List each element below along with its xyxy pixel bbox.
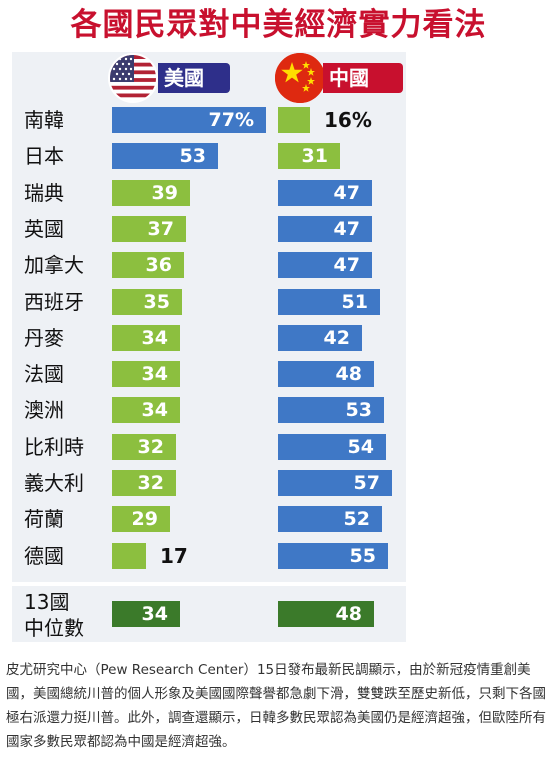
us-bar: 34 [112,325,180,351]
caption-text: 皮尤研究中心（Pew Research Center）15日發布最新民調顯示，由… [6,662,546,750]
us-bar: 29 [112,506,170,532]
cn-bar: 52 [278,506,382,532]
cn-bar: 48 [278,361,374,387]
country-label: 日本 [24,144,64,168]
us-bar: 35 [112,289,182,315]
cn-bar [278,107,310,133]
chart-title: 各國民眾對中美經濟實力看法 [70,7,487,43]
us-bar [112,543,146,569]
us-legend-label: 美國 [158,63,230,93]
us-header: 美國 [108,53,236,103]
us-flag-icon [108,53,158,103]
us-median-bar: 34 [112,601,180,627]
us-bar: 53 [112,143,218,169]
us-bar: 32 [112,470,176,496]
country-label: 丹麥 [24,326,64,350]
country-label: 西班牙 [24,290,84,314]
country-label: 義大利 [24,471,84,495]
cn-bar: 31 [278,143,340,169]
us-bar: 77% [112,107,266,133]
us-bar: 34 [112,397,180,423]
country-label: 德國 [24,544,64,568]
country-label: 澳洲 [24,398,64,422]
cn-bar: 51 [278,289,380,315]
country-label: 南韓 [24,108,64,132]
cn-bar: 47 [278,252,372,278]
cn-header: 中國 [275,53,405,103]
cn-bar: 53 [278,397,384,423]
us-bar: 34 [112,361,180,387]
cn-bar: 47 [278,180,372,206]
cn-bar-label: 16% [324,108,372,132]
median-label-line1: 13國 [24,590,70,614]
infographic: 各國民眾對中美經濟實力看法 [12,7,487,642]
country-label: 比利時 [24,435,84,459]
cn-bar: 55 [278,543,388,569]
country-label: 瑞典 [24,181,64,205]
country-label: 加拿大 [24,253,84,277]
us-bar-label: 17 [160,544,188,568]
cn-legend-label: 中國 [323,63,403,93]
cn-bar: 47 [278,216,372,242]
us-bar: 32 [112,434,176,460]
median-label-line2: 中位數 [24,616,84,640]
us-bar: 36 [112,252,184,278]
country-label: 法國 [24,362,64,386]
country-label: 英國 [24,217,64,241]
us-bar: 39 [112,180,190,206]
china-flag-icon [275,53,325,103]
cn-bar: 54 [278,434,386,460]
cn-median-bar: 48 [278,601,374,627]
country-label: 荷蘭 [24,507,64,531]
cn-bar: 42 [278,325,362,351]
us-bar: 37 [112,216,186,242]
cn-bar: 57 [278,470,392,496]
